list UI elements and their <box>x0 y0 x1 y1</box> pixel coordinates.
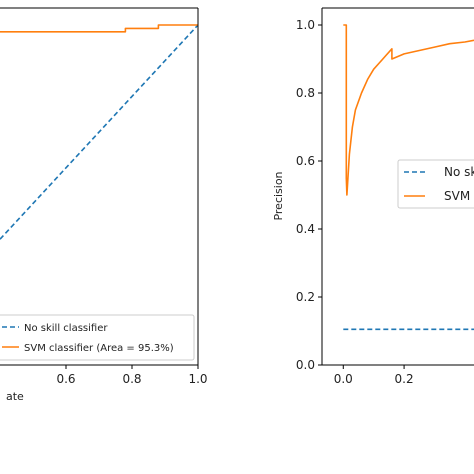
roc-x-axis-label: ate <box>6 390 24 403</box>
pr-legend: No sk SVM <box>397 159 474 209</box>
roc-series-line-1 <box>0 24 198 33</box>
roc-x-tick-label: 0.8 <box>122 372 141 386</box>
pr-legend-label-no-skill: No sk <box>444 165 474 179</box>
roc-series-line-0 <box>0 24 199 240</box>
pr-y-axis-label: Precision <box>272 171 285 220</box>
pr-legend-label-svm: SVM <box>444 189 470 203</box>
pr-y-tick-label: 0.6 <box>296 154 315 168</box>
pr-x-tick-label: 0.0 <box>334 372 353 386</box>
roc-x-tick-label: 1.0 <box>188 372 207 386</box>
pr-ticks: 0.0 0.2 0.0 0.2 0.4 0.6 0.8 1.0 <box>296 18 414 386</box>
roc-axes <box>0 7 199 366</box>
roc-x-tick-label: 0.6 <box>56 372 75 386</box>
pr-y-tick-label: 1.0 <box>296 18 315 32</box>
pr-x-tick-label: 0.2 <box>395 372 414 386</box>
pr-axes <box>321 7 474 366</box>
pr-y-tick-label: 0.0 <box>296 358 315 372</box>
roc-legend-label-svm: SVM classifier (Area = 95.3%) <box>24 343 174 354</box>
pr-y-tick-label: 0.8 <box>296 86 315 100</box>
pr-series-line-1 <box>343 24 474 196</box>
roc-legend-box <box>0 314 195 361</box>
pr-y-tick-label: 0.4 <box>296 222 315 236</box>
roc-legend: No skill classifier SVM classifier (Area… <box>0 314 195 361</box>
precision-recall-panel: 0.0 0.2 0.0 0.2 0.4 0.6 0.8 1.0 Precision No sk… <box>272 7 474 386</box>
roc-panel: 0.6 0.8 1.0 ate No skill classifier SVM cl… <box>0 7 208 403</box>
pr-plot-lines <box>343 24 474 331</box>
roc-ticks: 0.6 0.8 1.0 <box>56 365 208 386</box>
roc-plot-lines <box>0 24 199 240</box>
pr-y-tick-label: 0.2 <box>296 290 315 304</box>
roc-legend-label-no-skill: No skill classifier <box>24 323 108 334</box>
